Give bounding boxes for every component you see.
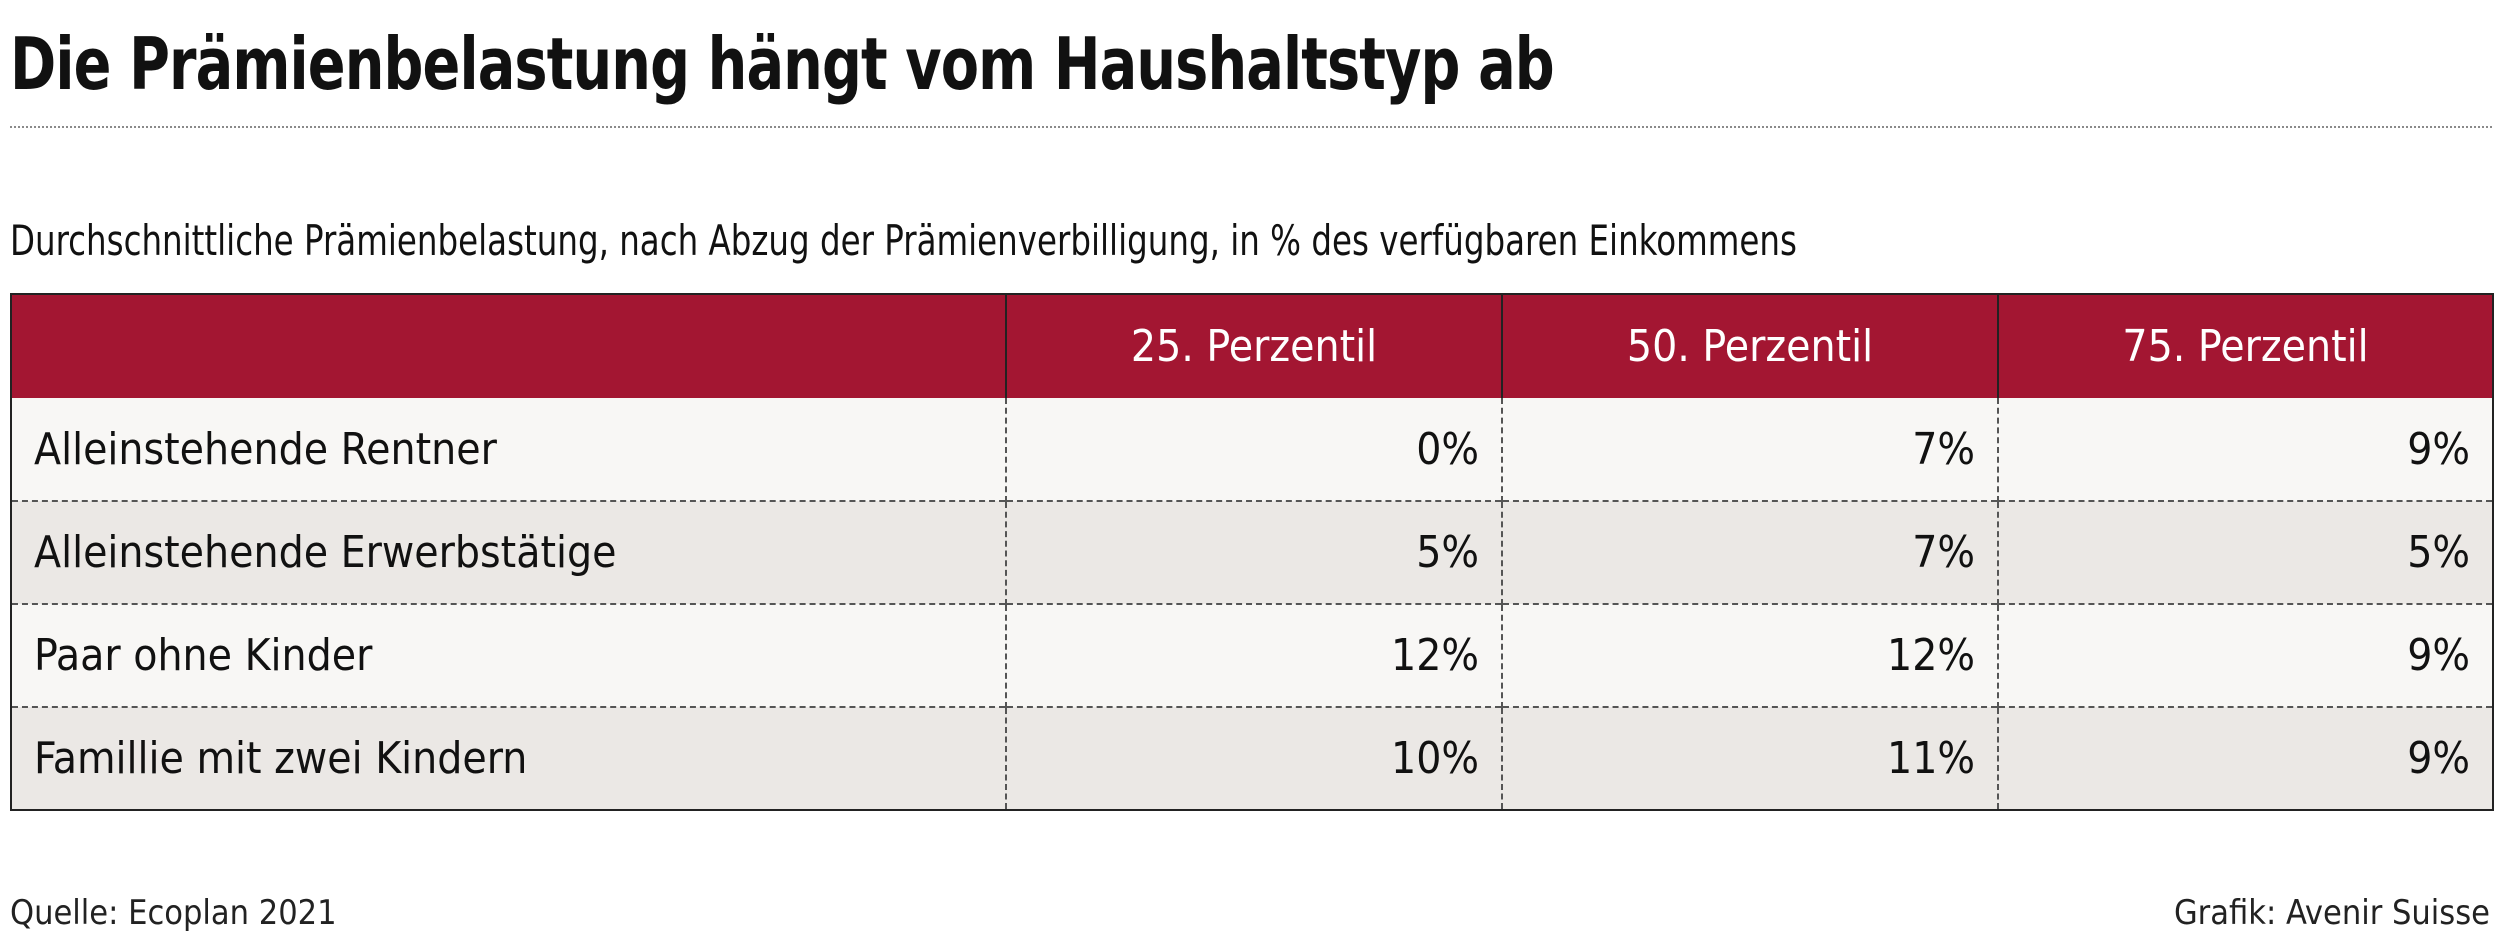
- value-cell-50th: 12%: [1501, 603, 1998, 707]
- value-cell-50th: 11%: [1501, 706, 1998, 810]
- value-cell-75th: 5%: [1997, 500, 2493, 604]
- value-cell-25th: 5%: [1005, 500, 1502, 604]
- chart-subtitle: Durchschnittliche Prämienbelastung, nach…: [10, 216, 1797, 265]
- chart-title: Die Prämienbelastung hängt vom Haushalts…: [10, 22, 1555, 106]
- value-cell-25th: 0%: [1005, 398, 1502, 501]
- table-row: Famillie mit zwei Kindern 10% 11% 9%: [11, 706, 2493, 810]
- title-divider: [10, 126, 2492, 128]
- value-cell-75th: 9%: [1997, 398, 2493, 501]
- table-header-row: 25. Perzentil 50. Perzentil 75. Perzenti…: [11, 294, 2493, 398]
- premium-burden-table: 25. Perzentil 50. Perzentil 75. Perzenti…: [10, 293, 2494, 811]
- value-cell-75th: 9%: [1997, 706, 2493, 810]
- table-row: Alleinstehende Rentner 0% 7% 9%: [11, 398, 2493, 501]
- column-header-25th-percentile: 25. Perzentil: [1005, 294, 1502, 398]
- value-cell-75th: 9%: [1997, 603, 2493, 707]
- column-header-household-type: [11, 294, 1006, 398]
- source-note: Quelle: Ecoplan 2021: [10, 893, 337, 933]
- table-row: Paar ohne Kinder 12% 12% 9%: [11, 603, 2493, 707]
- column-header-75th-percentile: 75. Perzentil: [1997, 294, 2493, 398]
- row-label: Alleinstehende Erwerbstätige: [11, 500, 1006, 604]
- value-cell-50th: 7%: [1501, 500, 1998, 604]
- row-label: Famillie mit zwei Kindern: [11, 706, 1006, 810]
- table-row: Alleinstehende Erwerbstätige 5% 7% 5%: [11, 500, 2493, 604]
- column-header-50th-percentile: 50. Perzentil: [1501, 294, 1998, 398]
- row-label: Paar ohne Kinder: [11, 603, 1006, 707]
- row-label: Alleinstehende Rentner: [34, 423, 497, 475]
- value-cell-25th: 12%: [1005, 603, 1502, 707]
- graphic-credit: Grafik: Avenir Suisse: [2173, 893, 2490, 933]
- value-cell-50th: 7%: [1501, 398, 1998, 501]
- value-cell-25th: 10%: [1005, 706, 1502, 810]
